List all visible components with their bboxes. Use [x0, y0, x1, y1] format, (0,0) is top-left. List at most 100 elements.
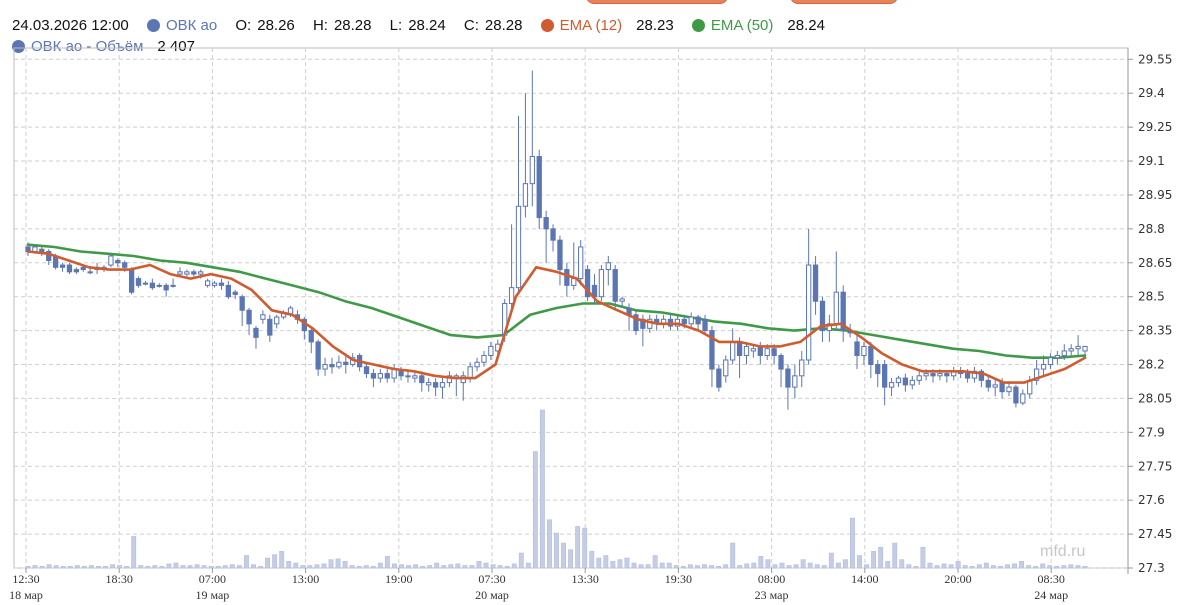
- candle: [1033, 360, 1040, 385]
- candle-body-up: [723, 359, 729, 377]
- candle-body-up: [405, 375, 411, 378]
- candle: [218, 278, 225, 290]
- candle: [1013, 384, 1019, 408]
- candle-body-down: [930, 373, 936, 377]
- volume-bar: [532, 451, 538, 569]
- candle: [819, 296, 826, 342]
- candle-body-up: [799, 359, 805, 377]
- volume-bar: [941, 563, 947, 569]
- candles: [25, 70, 1088, 410]
- volume-bar: [934, 565, 940, 569]
- candle-body-up: [1033, 368, 1040, 381]
- candle: [854, 332, 860, 370]
- volume-bar: [222, 565, 228, 569]
- volume-bar: [525, 562, 531, 569]
- candle-body-up: [170, 284, 176, 287]
- x-date-label: 24 мар: [1034, 588, 1068, 602]
- volume-bar: [913, 566, 919, 569]
- candle-body-down: [343, 361, 349, 366]
- candle: [792, 364, 798, 399]
- x-tick-label: 12:30: [12, 572, 39, 586]
- volume-bar: [1019, 561, 1025, 569]
- volume-bar: [300, 565, 306, 569]
- volume-bar: [645, 564, 651, 569]
- plot-frame: [13, 47, 1129, 569]
- candle-body-down: [681, 318, 687, 325]
- volume-bar: [821, 565, 827, 569]
- candle-body-down: [543, 217, 549, 230]
- volume-bar: [539, 409, 545, 569]
- volume-bar: [892, 542, 898, 569]
- candle: [1054, 350, 1061, 365]
- volume-bar: [610, 561, 616, 569]
- candle: [605, 256, 611, 286]
- candle: [895, 375, 902, 388]
- candle-body-down: [612, 269, 618, 302]
- volume-bar: [391, 563, 397, 569]
- candle: [971, 366, 978, 383]
- x-tick-label: 07:00: [199, 572, 226, 586]
- volume-bar: [687, 564, 693, 569]
- instrument-name: ОВК ао: [165, 17, 218, 34]
- candle: [584, 265, 591, 302]
- volume-bar: [286, 561, 292, 569]
- candle-body-up: [1054, 354, 1061, 359]
- candle: [260, 310, 266, 324]
- volume-bar: [328, 559, 334, 569]
- candle-body-down: [840, 291, 846, 332]
- candle-body-up: [156, 284, 162, 287]
- candle: [239, 294, 245, 327]
- candle-body-down: [757, 345, 763, 356]
- x-tick-label: 19:00: [385, 572, 412, 586]
- candle-body-up: [764, 348, 770, 356]
- candle-body-down: [384, 373, 390, 379]
- candle: [322, 357, 328, 376]
- candle-body-down: [218, 282, 225, 286]
- y-tick-label: 29.1: [1138, 154, 1165, 168]
- x-tick-label: 08:00: [758, 572, 785, 586]
- candle-body-down: [232, 291, 238, 295]
- ohlc-legend-row: 24.03.2026 12:00 ОВК ао O: 28.26 H: 28.28 …: [12, 17, 825, 34]
- candle: [204, 278, 211, 288]
- volume-value: 2 407: [157, 38, 195, 55]
- candle: [598, 265, 605, 302]
- volume-bar: [772, 564, 778, 569]
- candle: [723, 355, 729, 383]
- candle: [1040, 355, 1047, 376]
- volume-bar: [194, 564, 200, 569]
- candle: [384, 369, 390, 383]
- candle-body-up: [1040, 364, 1047, 370]
- candle: [488, 341, 494, 360]
- candle-body-up: [647, 318, 653, 329]
- candle: [564, 262, 570, 297]
- candle: [619, 296, 625, 308]
- candle-body-up: [1068, 348, 1074, 352]
- x-date-label: 19 мар: [195, 588, 229, 602]
- candle: [432, 378, 439, 397]
- candle: [225, 280, 231, 299]
- candle: [902, 373, 909, 392]
- candle-body-up: [1020, 393, 1026, 404]
- volume-bar: [666, 562, 672, 569]
- volume-bar: [850, 517, 855, 569]
- volume-bar: [927, 562, 933, 569]
- volume-bar: [786, 565, 792, 569]
- candle-body-up: [888, 382, 895, 388]
- volume-bar: [187, 565, 193, 569]
- x-axis: 12:30 18:30 07:00 13:00 19:00 07:30 13:30 19:30…: [9, 568, 1068, 602]
- candle: [46, 249, 52, 266]
- volume-bar: [39, 566, 45, 569]
- low-value: 28.24: [408, 17, 446, 34]
- candle-body-down: [163, 284, 169, 291]
- candle-body-down: [329, 364, 335, 368]
- candle-body-up: [142, 282, 149, 285]
- volume-legend-row: ОВК ао - Объём 2 407: [12, 38, 195, 55]
- candle-body-up: [260, 314, 266, 320]
- y-tick-label: 28.8: [1138, 222, 1165, 236]
- candle-body-down: [557, 239, 563, 271]
- volume-bar: [272, 554, 278, 569]
- volume-bar: [497, 565, 503, 569]
- volume-bar: [779, 562, 785, 569]
- y-tick-label: 27.75: [1138, 459, 1172, 473]
